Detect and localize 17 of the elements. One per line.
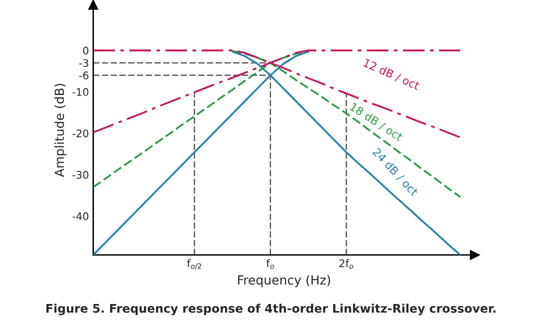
y-tick-label: -30 — [72, 170, 88, 179]
y-axis-title: Amplitude (dB) — [54, 84, 66, 177]
annotation: 12 dB / oct — [362, 58, 420, 91]
x-tick-label: f$_{o}$ — [266, 259, 274, 269]
y-tick-label: -6 — [79, 71, 88, 80]
annotation: 18 dB / oct — [349, 102, 404, 142]
y-tick-label: -3 — [79, 59, 88, 67]
x-axis-title: Frequency (Hz) — [238, 275, 330, 288]
x-tick-label: f$_{o/2}$ — [187, 259, 202, 270]
y-tick-label: -20 — [72, 129, 88, 138]
y-tick-label: -40 — [72, 212, 88, 220]
text: Figure 5. Frequency response of 4th-order Linkwitz-Riley crossover. — [46, 304, 496, 316]
x-tick-label: 2f$_{o}$ — [339, 259, 354, 269]
y-tick-label: -10 — [72, 88, 88, 96]
annotation: 24 dB / oct — [372, 147, 420, 198]
line-series — [232, 50, 462, 198]
y-tick-label: 0 — [83, 46, 88, 55]
